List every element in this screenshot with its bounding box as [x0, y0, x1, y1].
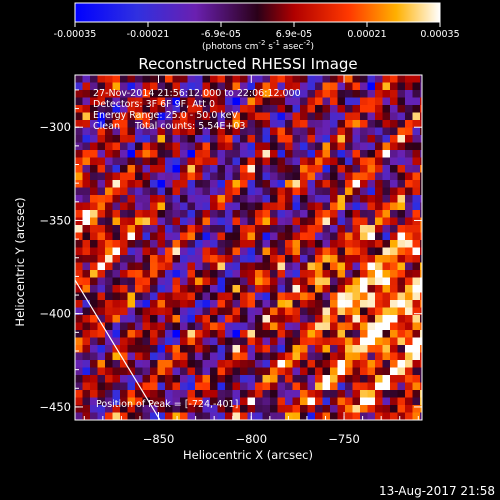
colorbar: -0.00035 -0.00021 -6.9e-05 6.9e-05 0.00021 0.… [54, 2, 460, 52]
colorbar-tick-label: 0.00035 [420, 29, 459, 40]
y-tick-label: −400 [39, 307, 71, 321]
x-tick-label: −750 [328, 432, 360, 446]
y-axis: −300 −350 −400 −450 [39, 89, 422, 414]
colorbar-tick-label: -0.00021 [127, 29, 170, 40]
x-tick-label: −800 [235, 432, 267, 446]
colorbar-unit-label: (photons cm-2 s-1 asec-2) [202, 39, 314, 52]
annotation-energy-range: Energy Range: 25.0 - 50.0 keV [93, 110, 238, 121]
footer-timestamp: 13-Aug-2017 21:58 [379, 484, 495, 498]
annotation-time-range: 27-Nov-2014 21:56:12.000 to 22:06:12.000 [93, 88, 301, 99]
chart-title: Reconstructed RHESSI Image [138, 55, 357, 73]
solar-limb-line [75, 279, 161, 420]
plot-frame [74, 74, 423, 421]
x-tick-label: −850 [143, 432, 175, 446]
image-area [75, 75, 422, 420]
annotation-detectors: Detectors: 3F 6F 9F, Att 0 [93, 99, 215, 110]
annotation-peak-position: Position of Peak = [-724,-401] [96, 399, 238, 410]
y-axis-label: Heliocentric Y (arcsec) [13, 197, 27, 326]
annotation-total-counts: Clean Total counts: 5.54E+03 [93, 121, 245, 132]
colorbar-tick-label: -6.9e-05 [201, 29, 241, 40]
heatmap-pixels [75, 75, 422, 420]
colorbar-tick-label: 6.9e-05 [276, 29, 312, 40]
y-tick-label: −450 [39, 400, 71, 414]
y-tick-label: −350 [39, 213, 71, 227]
x-axis: −850 −800 −750 [83, 75, 419, 446]
colorbar-ticks: -0.00035 -0.00021 -6.9e-05 6.9e-05 0.00021 0.… [54, 22, 460, 40]
y-tick-label: −300 [39, 120, 71, 134]
colorbar-tick-label: -0.00035 [54, 29, 97, 40]
x-axis-label: Heliocentric X (arcsec) [183, 448, 313, 462]
colorbar-tick-label: 0.00021 [347, 29, 386, 40]
